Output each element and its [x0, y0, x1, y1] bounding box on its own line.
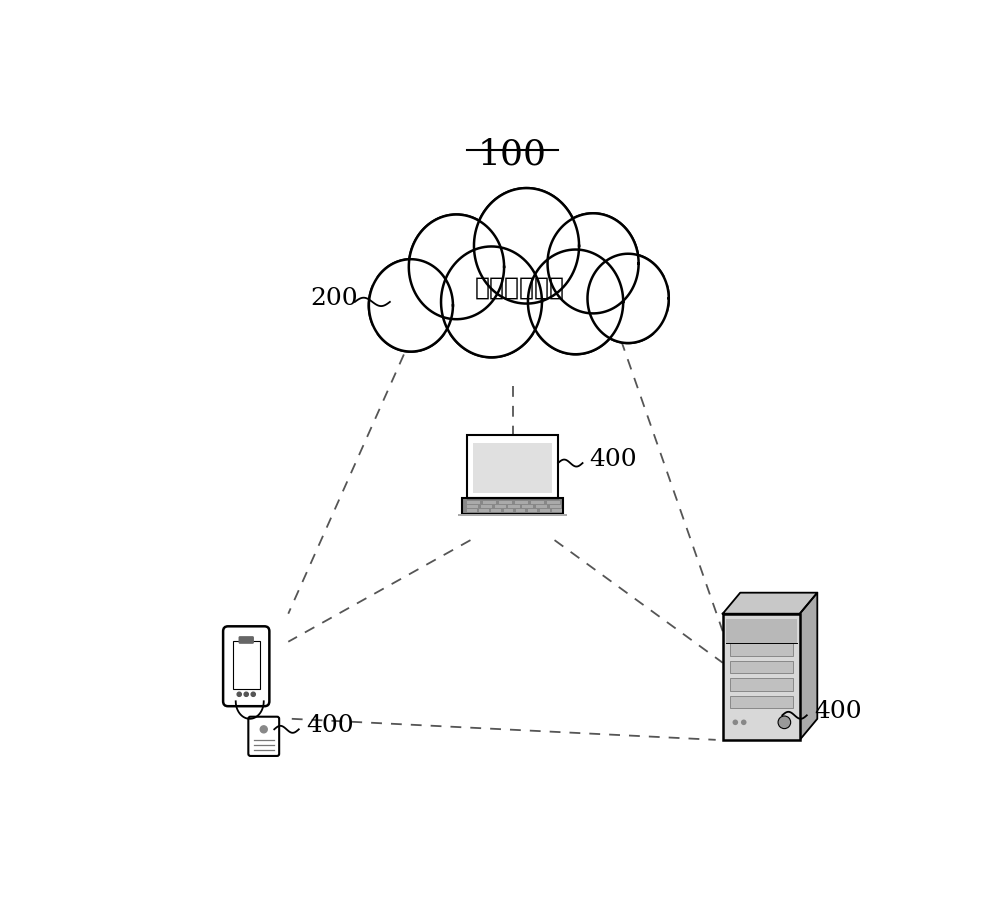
- Text: 云计算服务器: 云计算服务器: [475, 276, 565, 300]
- Text: 200: 200: [310, 287, 358, 310]
- Polygon shape: [528, 249, 623, 354]
- Bar: [515, 501, 528, 504]
- Bar: [233, 641, 260, 689]
- Circle shape: [741, 720, 747, 725]
- Bar: [467, 501, 480, 504]
- Bar: [458, 514, 567, 516]
- Circle shape: [260, 726, 267, 733]
- Text: 400: 400: [306, 714, 353, 737]
- Ellipse shape: [528, 249, 623, 354]
- Bar: [550, 505, 561, 508]
- Bar: [483, 501, 496, 504]
- Bar: [730, 695, 793, 708]
- Bar: [730, 678, 793, 691]
- FancyBboxPatch shape: [723, 613, 800, 740]
- Bar: [481, 505, 492, 508]
- Bar: [467, 510, 477, 512]
- Polygon shape: [369, 259, 453, 351]
- Polygon shape: [587, 254, 669, 343]
- Circle shape: [251, 693, 255, 696]
- Bar: [508, 505, 520, 508]
- Ellipse shape: [587, 254, 669, 343]
- Bar: [730, 643, 793, 656]
- Bar: [531, 501, 544, 504]
- FancyBboxPatch shape: [248, 717, 279, 756]
- Circle shape: [733, 720, 738, 725]
- Bar: [522, 505, 533, 508]
- Bar: [730, 661, 793, 673]
- Ellipse shape: [369, 259, 453, 351]
- Bar: [536, 505, 547, 508]
- Bar: [473, 443, 552, 493]
- Circle shape: [778, 716, 791, 729]
- Bar: [495, 505, 506, 508]
- Bar: [467, 505, 478, 508]
- FancyBboxPatch shape: [223, 626, 269, 706]
- Bar: [516, 510, 525, 512]
- Bar: [528, 510, 537, 512]
- Bar: [504, 510, 513, 512]
- Bar: [479, 510, 489, 512]
- Bar: [491, 510, 501, 512]
- Polygon shape: [372, 278, 667, 333]
- Polygon shape: [723, 592, 817, 613]
- FancyBboxPatch shape: [467, 435, 558, 498]
- FancyBboxPatch shape: [239, 636, 254, 644]
- Text: 400: 400: [814, 701, 861, 723]
- FancyBboxPatch shape: [462, 498, 563, 514]
- Ellipse shape: [548, 213, 639, 313]
- Bar: [499, 501, 512, 504]
- Ellipse shape: [441, 247, 542, 358]
- Polygon shape: [441, 247, 542, 358]
- Polygon shape: [474, 188, 579, 304]
- Ellipse shape: [409, 215, 504, 319]
- Bar: [726, 619, 797, 643]
- Bar: [547, 501, 560, 504]
- Polygon shape: [409, 215, 504, 319]
- Polygon shape: [548, 213, 639, 313]
- Bar: [540, 510, 550, 512]
- Ellipse shape: [474, 188, 579, 304]
- Text: 100: 100: [478, 137, 547, 171]
- Bar: [552, 510, 562, 512]
- Polygon shape: [800, 592, 817, 740]
- Circle shape: [237, 693, 241, 696]
- Text: 400: 400: [590, 448, 637, 471]
- Circle shape: [244, 693, 248, 696]
